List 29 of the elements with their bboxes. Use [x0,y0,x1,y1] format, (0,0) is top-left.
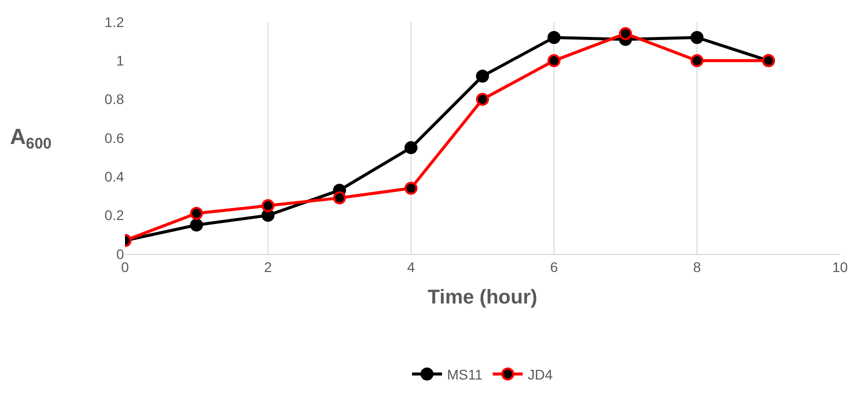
point [548,30,560,44]
point [690,54,704,68]
point [619,27,632,40]
y-tick-label: 0.4 [104,168,124,185]
point [190,218,203,232]
point [476,70,489,83]
point [190,206,203,220]
point [404,141,418,154]
y-tick-label: 0.6 [104,130,124,146]
y-tick-label: 0 [116,246,124,262]
legend-label: MS11 [447,366,483,382]
y-tick-label: 0.2 [104,207,124,224]
y-tick-label: 1 [116,52,124,69]
point [404,182,418,195]
point [262,199,274,212]
legend-label: JD4 [528,366,553,382]
point [476,92,489,106]
point [690,30,704,44]
y-tick-label: 0.8 [104,91,124,108]
x-tick-label: 10 [832,258,848,275]
y-axis-title: A$_{600}$ [10,124,52,153]
x-axis-title: Time (hour) [428,286,538,308]
point [548,54,560,68]
x-tick-label: 6 [550,258,558,275]
x-tick-label: 8 [693,258,702,275]
point [333,191,346,204]
y-tick-label: 1.2 [104,14,124,30]
x-tick-label: 2 [264,258,272,275]
x-tick-label: 4 [407,258,416,275]
